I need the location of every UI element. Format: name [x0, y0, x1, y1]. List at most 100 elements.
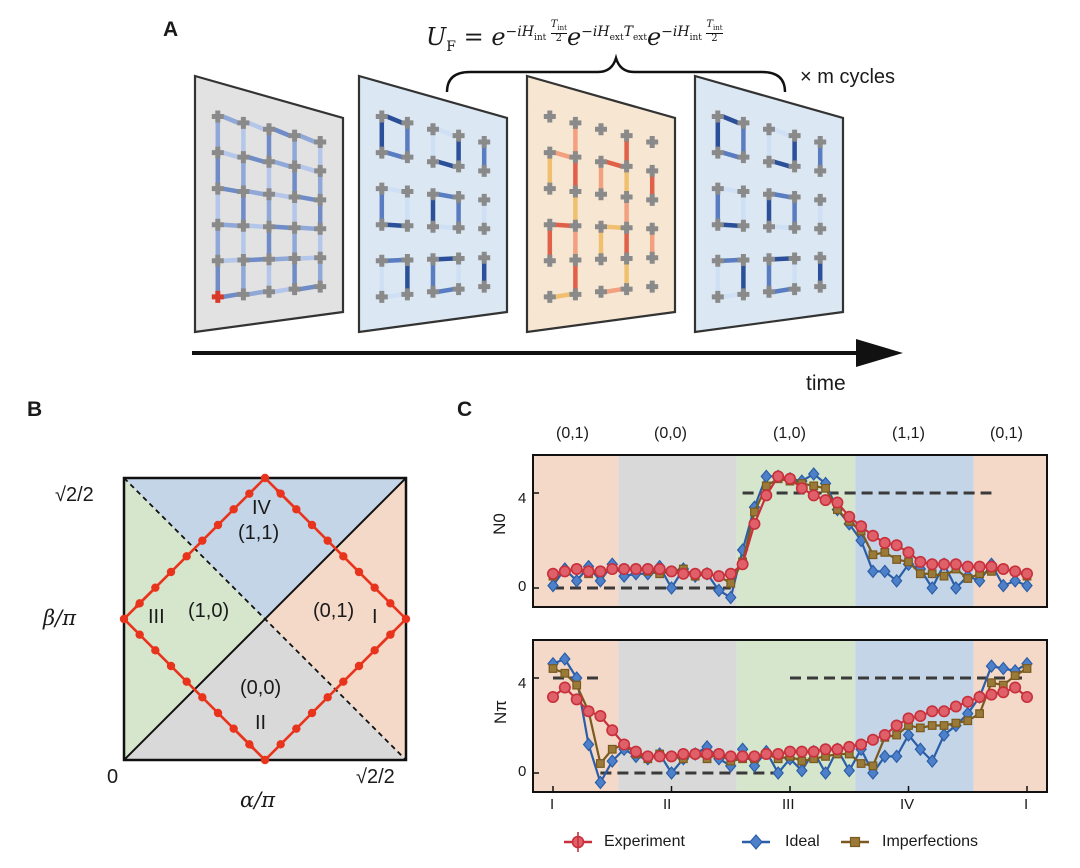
loop-point: [370, 646, 379, 655]
n0-ytick-0: 0: [518, 578, 527, 595]
imperfections-point: [560, 668, 570, 678]
coupler: [299, 284, 316, 292]
plot-frame: [532, 454, 1048, 608]
ideal-point: [665, 766, 678, 780]
experiment-point: [618, 562, 631, 575]
region-II-roman: II: [255, 712, 267, 734]
coupler: [773, 127, 791, 138]
experiment-point: [546, 690, 559, 703]
qubit: [211, 218, 224, 231]
panel-c-letter: C: [457, 398, 473, 421]
qubit: [288, 221, 301, 234]
qubit: [452, 129, 465, 142]
qubit: [620, 283, 633, 296]
experiment-point: [819, 743, 832, 756]
region-I: [265, 478, 406, 760]
x-tick-I-end: I: [1024, 796, 1029, 813]
experiment-point: [961, 560, 974, 573]
experiment-point: [558, 681, 571, 694]
qubit: [452, 221, 465, 234]
loop-point: [370, 583, 379, 592]
experiment-point: [570, 562, 583, 575]
lattice-plate: [357, 74, 509, 334]
qubit: [427, 220, 439, 233]
imperfections-point: [548, 664, 558, 673]
qubit: [427, 253, 439, 266]
qubit: [814, 164, 827, 177]
loop-point: [166, 567, 176, 577]
experiment-point: [618, 738, 631, 751]
experiment-point: [795, 482, 808, 495]
coupler: [605, 224, 622, 231]
experiment-point: [558, 565, 571, 578]
chart-panels: [532, 454, 1048, 852]
loop-point: [339, 552, 348, 561]
qubit: [263, 220, 275, 233]
qubit: [737, 185, 750, 198]
ideal-point: [914, 742, 927, 757]
experiment-point: [701, 567, 714, 580]
experiment-point: [997, 686, 1010, 699]
floquet-formula: UF = e−iHint Tint 2 e−iHextTexte−iHint Tin…: [426, 19, 723, 55]
qubit: [814, 222, 827, 235]
experiment-point: [985, 688, 998, 701]
panel-a-letter: A: [163, 18, 179, 41]
qubit: [237, 151, 250, 164]
ideal-point: [1021, 578, 1033, 593]
coupler: [273, 192, 290, 200]
imperfections-point: [595, 759, 605, 768]
qubit: [543, 110, 556, 123]
imperfections-point: [892, 730, 902, 740]
loop-point: [401, 614, 411, 624]
coupler: [386, 222, 403, 228]
segment-label-2: (0,0): [654, 425, 687, 442]
x-tick-IV: IV: [900, 796, 915, 813]
qubit: [375, 290, 388, 303]
coupler: [248, 289, 265, 297]
coupler: [605, 159, 623, 169]
coupler: [554, 292, 571, 300]
coupler: [554, 222, 571, 228]
qubit: [646, 164, 659, 177]
qubit: [646, 193, 659, 206]
qubit: [788, 129, 801, 142]
coupler: [773, 192, 790, 200]
qubit: [427, 123, 439, 136]
coupler: [299, 255, 316, 261]
coupler: [437, 192, 454, 200]
qubit: [814, 135, 827, 148]
legend: [564, 832, 869, 852]
loop-point: [276, 489, 285, 498]
lattice-plate: [525, 74, 677, 334]
coupler: [222, 150, 240, 160]
experiment-point: [594, 709, 607, 722]
qubit: [569, 151, 582, 164]
region-band: [736, 455, 856, 607]
experiment-point: [949, 558, 962, 571]
experiment-point: [1020, 690, 1033, 703]
time-arrow-head: [856, 339, 903, 367]
qubit: [237, 288, 250, 301]
npi-chart: [532, 639, 1048, 793]
qubit: [543, 218, 556, 231]
qubit: [452, 283, 465, 296]
qubit: [595, 253, 607, 266]
formula-lhs: U: [426, 23, 447, 51]
experiment-point: [973, 690, 986, 703]
qubit: [711, 218, 724, 231]
loop-point: [292, 724, 301, 733]
region-band: [618, 640, 737, 792]
experiment-point: [772, 470, 785, 483]
experiment-point: [689, 567, 702, 580]
ideal-point: [582, 737, 595, 752]
x-tick-left: 0: [107, 766, 119, 788]
region-II-invariant: (0,0): [240, 677, 282, 699]
ideal-point: [902, 728, 915, 742]
loop-point: [307, 520, 317, 530]
ideal-point: [665, 581, 678, 595]
region-III: [124, 478, 265, 760]
loop-point: [135, 630, 144, 639]
qubit: [314, 135, 327, 148]
imperfections-point: [927, 721, 937, 730]
qubit: [814, 251, 827, 264]
